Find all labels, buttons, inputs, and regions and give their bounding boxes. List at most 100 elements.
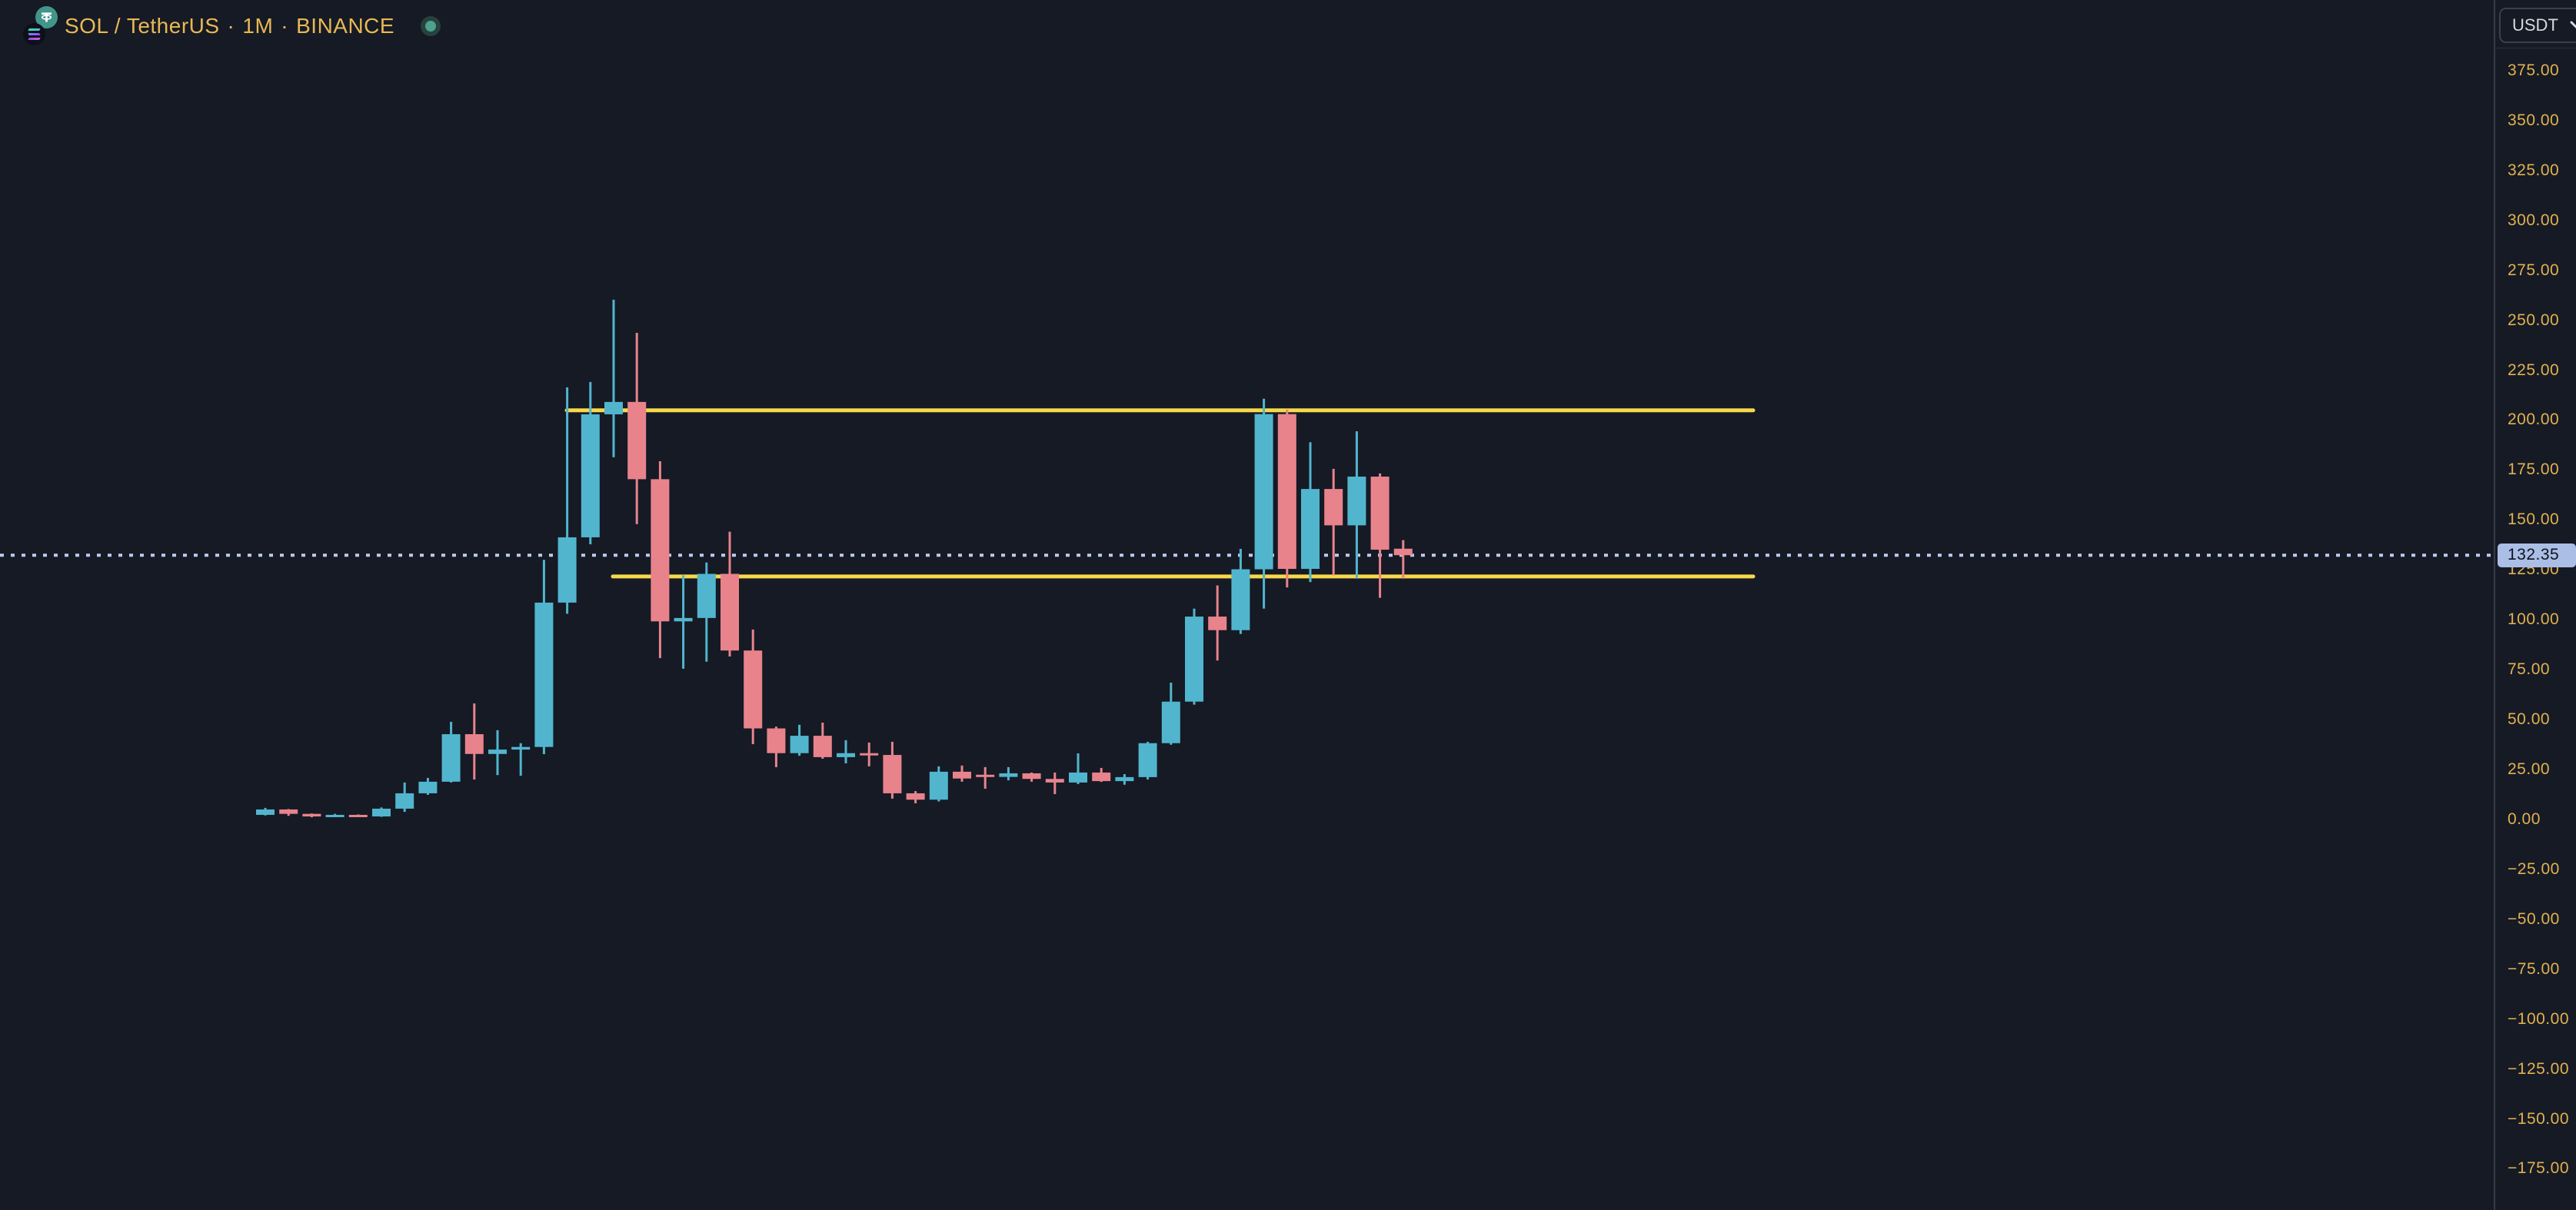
candle-body — [767, 728, 786, 753]
candle-body — [1045, 779, 1064, 783]
candle-body — [1301, 489, 1320, 569]
candle-body — [906, 793, 925, 800]
candle-body — [1115, 776, 1134, 782]
candle-body — [1208, 617, 1227, 630]
candle-body — [953, 771, 971, 779]
candle-wick — [519, 743, 522, 776]
candle-wick — [1402, 540, 1405, 579]
candle-wick — [983, 766, 987, 789]
price-tick-label: 300.00 — [2508, 211, 2560, 229]
price-tick-label: 375.00 — [2508, 61, 2560, 79]
symbol-title: SOL / TetherUS · 1M · BINANCE — [65, 14, 394, 38]
candle-body — [813, 736, 832, 757]
exchange-button[interactable]: BINANCE — [296, 14, 395, 38]
market-status-dot[interactable] — [421, 16, 441, 36]
candle-body — [348, 814, 368, 817]
price-tick-label: −75.00 — [2508, 959, 2560, 978]
solana-icon — [23, 23, 45, 45]
candle-body — [1092, 772, 1111, 782]
price-tick-label: 250.00 — [2508, 311, 2560, 329]
candle-body — [557, 537, 577, 603]
candle-body — [395, 793, 414, 809]
market-open-indicator — [425, 21, 437, 32]
price-tick-label: 75.00 — [2508, 660, 2551, 679]
price-tick-label: 325.00 — [2508, 161, 2560, 179]
symbol-pair-logo — [12, 6, 58, 46]
price-tick-label: 275.00 — [2508, 261, 2560, 279]
candle-body — [744, 650, 763, 729]
candle-wick — [1053, 772, 1057, 794]
title-separator: · — [281, 14, 289, 38]
candle-body — [604, 401, 623, 414]
candle-body — [1254, 414, 1273, 570]
price-tick-label: 50.00 — [2508, 710, 2551, 729]
interval-button[interactable]: 1M — [242, 14, 274, 38]
candle-body — [302, 813, 321, 817]
candle-body — [581, 414, 600, 537]
candle-body — [790, 736, 809, 753]
price-tick-label: −175.00 — [2508, 1159, 2569, 1178]
candle-body — [511, 746, 531, 750]
candle-body — [883, 755, 902, 793]
symbol-name-button[interactable]: SOL / TetherUS — [65, 14, 220, 38]
candle-body — [1022, 773, 1041, 780]
candle-body — [464, 734, 484, 754]
candle-body — [860, 753, 879, 756]
candle-body — [651, 479, 670, 622]
candle-body — [1347, 476, 1366, 526]
candle-wick — [682, 575, 685, 669]
candle-body — [1138, 743, 1157, 777]
candle-body — [372, 808, 391, 817]
candle-body — [1370, 476, 1390, 550]
candle-body — [1231, 569, 1250, 630]
price-tick-label: −25.00 — [2508, 859, 2560, 878]
candle-body — [418, 781, 438, 793]
last-price-label: 132.35 — [2498, 543, 2576, 567]
candle-wick — [1077, 753, 1080, 784]
candle-body — [929, 771, 948, 800]
price-tick-label: 150.00 — [2508, 510, 2560, 529]
candle-wick — [844, 740, 847, 763]
candle-body — [721, 573, 739, 651]
candle-body — [976, 774, 995, 777]
candle-body — [697, 573, 716, 618]
candle-body — [279, 809, 298, 814]
price-scale-axis[interactable]: USDT 375.00 350.00 325.00 300.00 275.00 250.0… — [2494, 0, 2576, 1210]
candle-body — [488, 750, 507, 754]
price-tick-label: 350.00 — [2508, 111, 2560, 129]
price-tick-label: 25.00 — [2508, 760, 2551, 779]
candle-body — [1185, 617, 1203, 702]
candle-body — [325, 814, 344, 817]
candle-body — [256, 809, 275, 815]
candle-body — [441, 734, 461, 782]
price-tick-label: 0.00 — [2508, 809, 2541, 828]
currency-unit-button[interactable]: USDT — [2499, 8, 2576, 43]
candle-body — [1069, 772, 1087, 783]
price-tick-label: 100.00 — [2508, 610, 2560, 629]
price-tick-label: −100.00 — [2508, 1009, 2569, 1028]
chart-canvas[interactable] — [0, 0, 2494, 1210]
candle-body — [674, 617, 693, 622]
price-tick-label: −50.00 — [2508, 909, 2560, 928]
price-tick-label: −125.00 — [2508, 1059, 2569, 1078]
candle-body — [627, 401, 647, 480]
candlestick-plot[interactable] — [0, 0, 2494, 1210]
candle-body — [837, 753, 855, 757]
currency-unit-label: USDT — [2512, 15, 2558, 35]
candle-body — [1277, 414, 1296, 569]
price-tick-label: −150.00 — [2508, 1109, 2569, 1128]
chevron-down-icon — [2569, 19, 2576, 32]
candle-body — [1393, 548, 1413, 556]
symbol-header: SOL / TetherUS · 1M · BINANCE — [12, 6, 441, 46]
candle-body — [534, 602, 554, 747]
price-tick-label: 200.00 — [2508, 411, 2560, 429]
price-tick-label: 225.00 — [2508, 361, 2560, 379]
candle-body — [1161, 701, 1180, 743]
candle-body — [1324, 489, 1343, 526]
price-tick-label: 175.00 — [2508, 460, 2560, 479]
candle-wick — [566, 387, 569, 614]
candle-wick — [612, 299, 615, 457]
title-separator: · — [227, 14, 235, 38]
candle-body — [999, 773, 1018, 777]
